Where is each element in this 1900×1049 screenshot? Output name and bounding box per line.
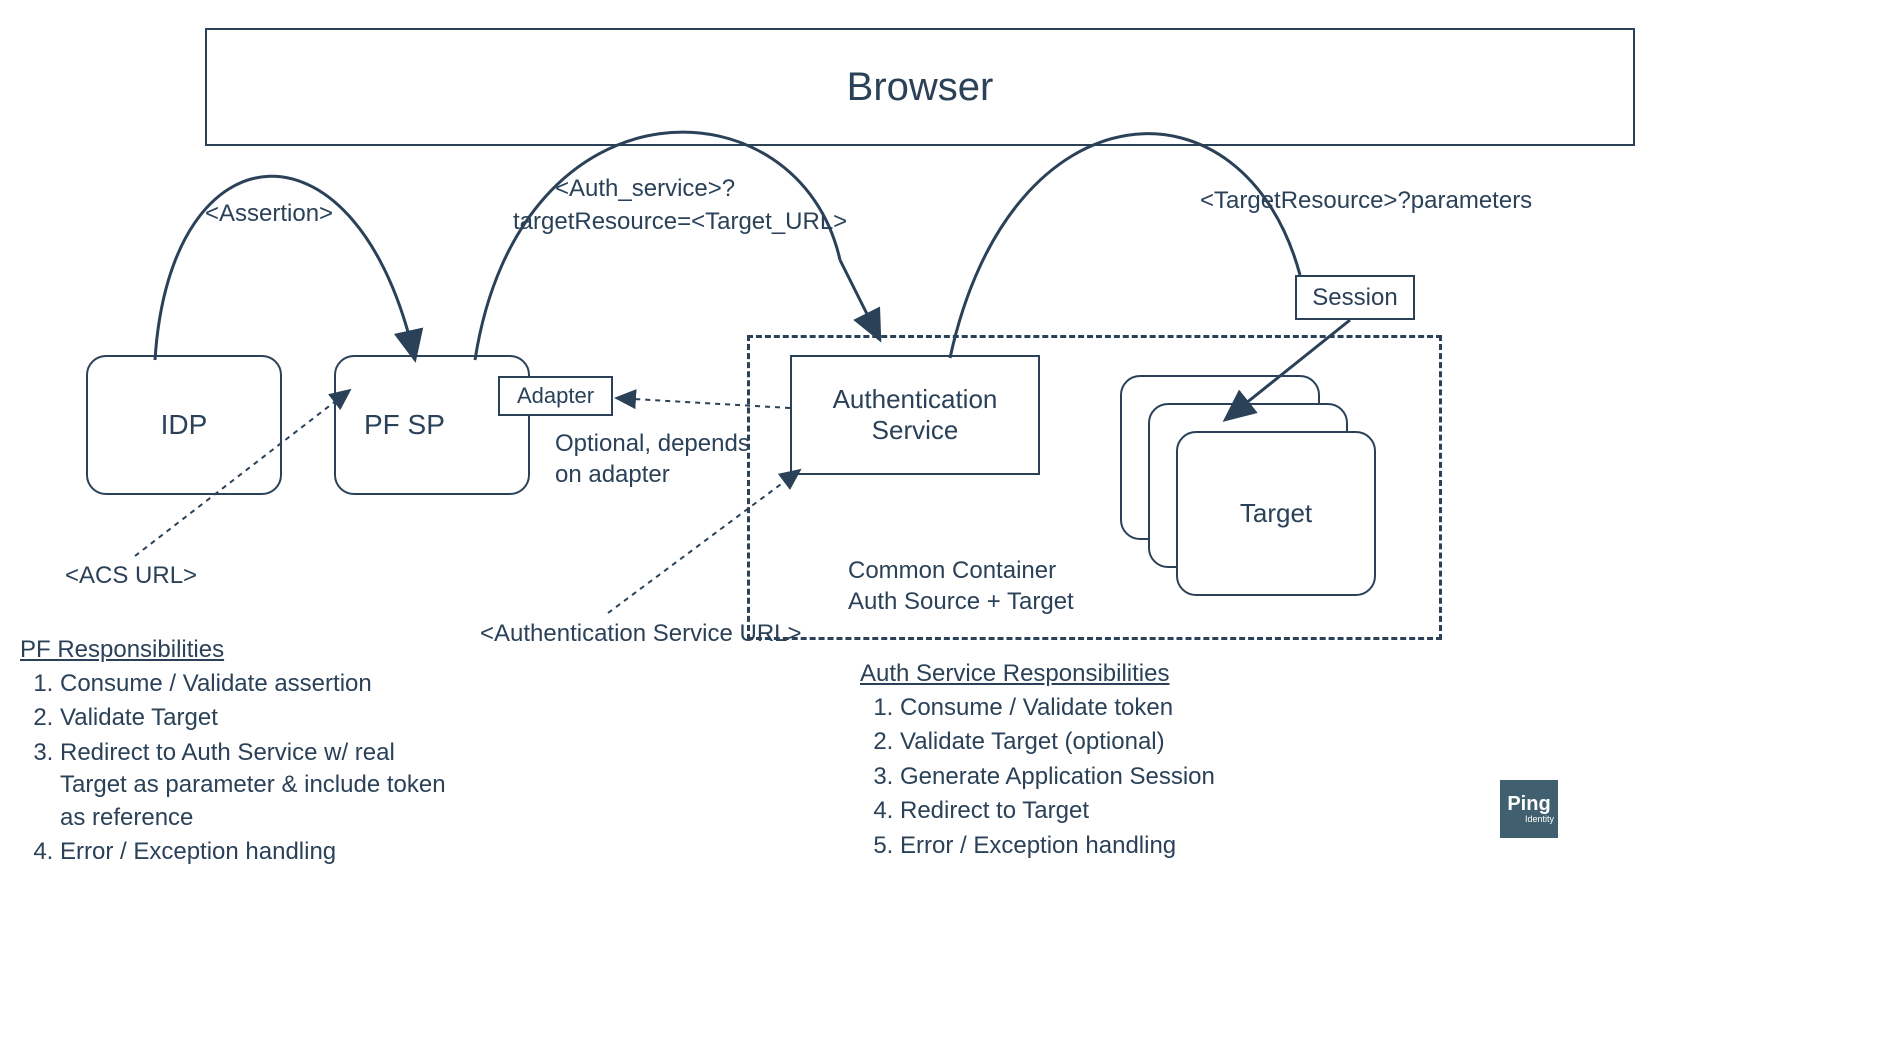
pf-item: Error / Exception handling bbox=[60, 836, 450, 868]
common-line1: Common Container bbox=[848, 557, 1056, 584]
idp-label: IDP bbox=[161, 409, 208, 441]
auth-service-box: Authentication Service bbox=[790, 355, 1040, 475]
adapter-box: Adapter bbox=[498, 376, 613, 416]
optional-line2: on adapter bbox=[555, 461, 670, 488]
common-line2: Auth Source + Target bbox=[848, 588, 1074, 615]
pf-item: Redirect to Auth Service w/ real Target … bbox=[60, 737, 450, 834]
auth-list: Consume / Validate token Validate Target… bbox=[860, 692, 1290, 862]
auth-item: Validate Target (optional) bbox=[900, 726, 1290, 758]
target-arc bbox=[950, 134, 1300, 358]
pf-item: Consume / Validate assertion bbox=[60, 668, 450, 700]
targetresource-q-label: <TargetResource>?parameters bbox=[1200, 187, 1532, 215]
optional-label: Optional, depends on adapter bbox=[555, 428, 750, 490]
authservice-q-label: <Auth_service>? bbox=[555, 175, 735, 203]
acs-url-label: <ACS URL> bbox=[65, 562, 197, 590]
auth-service-label-2: Service bbox=[872, 415, 959, 446]
assertion-label: <Assertion> bbox=[205, 200, 333, 228]
session-label: Session bbox=[1312, 284, 1397, 312]
pf-heading: PF Responsibilities bbox=[20, 636, 450, 664]
pf-list: Consume / Validate assertion Validate Ta… bbox=[20, 668, 450, 868]
pfsp-label: PF SP bbox=[364, 409, 445, 441]
target-url-label: targetResource=<Target_URL> bbox=[513, 208, 847, 236]
logo-text: Ping bbox=[1507, 794, 1550, 814]
target-box-front: Target bbox=[1176, 431, 1376, 596]
auth-heading: Auth Service Responsibilities bbox=[860, 660, 1290, 688]
auth-responsibilities: Auth Service Responsibilities Consume / … bbox=[860, 660, 1290, 864]
optional-line1: Optional, depends bbox=[555, 430, 750, 457]
target-label: Target bbox=[1240, 498, 1312, 529]
session-box: Session bbox=[1295, 275, 1415, 320]
pf-responsibilities: PF Responsibilities Consume / Validate a… bbox=[20, 636, 450, 870]
auth-item: Error / Exception handling bbox=[900, 830, 1290, 862]
adapter-label: Adapter bbox=[517, 383, 594, 409]
auth-arc bbox=[475, 132, 840, 360]
auth-item: Redirect to Target bbox=[900, 795, 1290, 827]
common-label: Common Container Auth Source + Target bbox=[848, 555, 1074, 617]
ping-logo: Ping Identity bbox=[1500, 780, 1558, 838]
browser-label: Browser bbox=[847, 65, 994, 110]
pf-item: Validate Target bbox=[60, 702, 450, 734]
idp-box: IDP bbox=[86, 355, 282, 495]
auth-arc-tail bbox=[840, 260, 880, 340]
auth-item: Consume / Validate token bbox=[900, 692, 1290, 724]
auth-url-label: <Authentication Service URL> bbox=[480, 620, 802, 648]
auth-item: Generate Application Session bbox=[900, 761, 1290, 793]
browser-box: Browser bbox=[205, 28, 1635, 146]
auth-service-label-1: Authentication bbox=[833, 384, 998, 415]
logo-sub: Identity bbox=[1525, 814, 1554, 824]
